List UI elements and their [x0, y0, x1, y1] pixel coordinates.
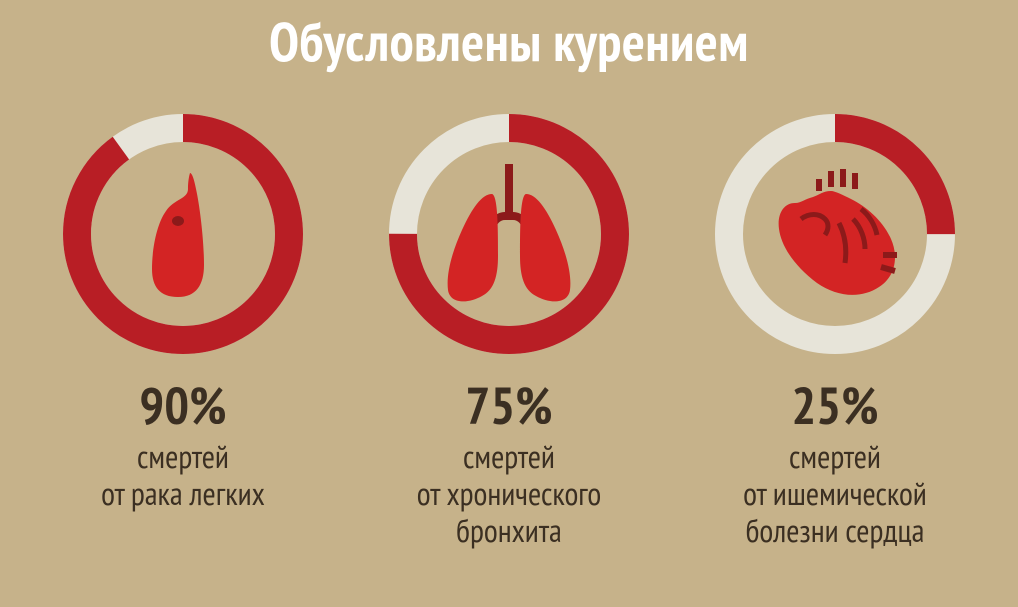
stat-bronchitis: 75% смертейот хроническогобронхита — [349, 114, 669, 548]
page-title: Обусловлены курением — [0, 0, 1018, 76]
icon-wrap — [765, 169, 905, 299]
percent-label: 90% — [139, 380, 226, 432]
ring-wrap — [389, 114, 629, 354]
infographic-canvas: Обусловлены курением 90%смертейот рака л… — [0, 0, 1018, 607]
heart-icon — [765, 169, 905, 299]
caption-line: смертей — [101, 438, 265, 475]
caption-line: болезни сердца — [743, 512, 927, 549]
caption: смертейот хроническогобронхита — [417, 438, 601, 548]
lung-icon — [138, 169, 228, 299]
caption-line: от рака легких — [101, 475, 265, 512]
caption-line: смертей — [743, 438, 927, 475]
lungs-icon — [434, 164, 584, 304]
stat-ischemic: 25% смертейот ишемическойболезни сердца — [675, 114, 995, 548]
percent-label: 25% — [791, 380, 878, 432]
stat-lung-cancer: 90% смертейот рака легких — [23, 114, 343, 512]
ring-wrap — [63, 114, 303, 354]
caption: смертейот рака легких — [101, 438, 265, 512]
caption: смертейот ишемическойболезни сердца — [743, 438, 927, 548]
caption-line: от ишемической — [743, 475, 927, 512]
stats-row: 90%смертейот рака легких 75%смертейот хр… — [0, 114, 1018, 548]
ring-wrap — [715, 114, 955, 354]
caption-line: от хронического — [417, 475, 601, 512]
caption-line: смертей — [417, 438, 601, 475]
icon-wrap — [138, 169, 228, 299]
percent-label: 75% — [465, 380, 552, 432]
icon-wrap — [434, 164, 584, 304]
caption-line: бронхита — [417, 512, 601, 549]
